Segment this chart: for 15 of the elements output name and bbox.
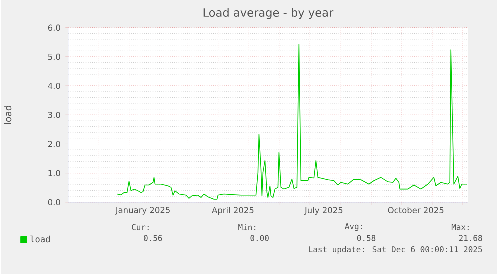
y-tick-label: 3.0 (48, 112, 60, 118)
y-tick-label: 6.0 (48, 24, 60, 31)
y-tick-label: 2.0 (48, 141, 60, 148)
line-series (116, 44, 468, 200)
legend-label: load (30, 236, 50, 243)
x-tick-label: April 2025 (212, 207, 254, 215)
y-tick-label: 5.0 (48, 54, 60, 60)
y-tick-label: 4.0 (48, 82, 60, 90)
x-tick-label: October 2025 (388, 207, 444, 214)
x-tick-label: January 2025 (115, 207, 170, 215)
y-axis-title: load (4, 106, 12, 124)
y-tick-label: 0.0 (48, 199, 60, 206)
y-tick-label: 1.0 (48, 170, 60, 176)
chart-title: Load average - by year (204, 8, 334, 20)
x-tick-label: July 2025 (304, 207, 343, 215)
